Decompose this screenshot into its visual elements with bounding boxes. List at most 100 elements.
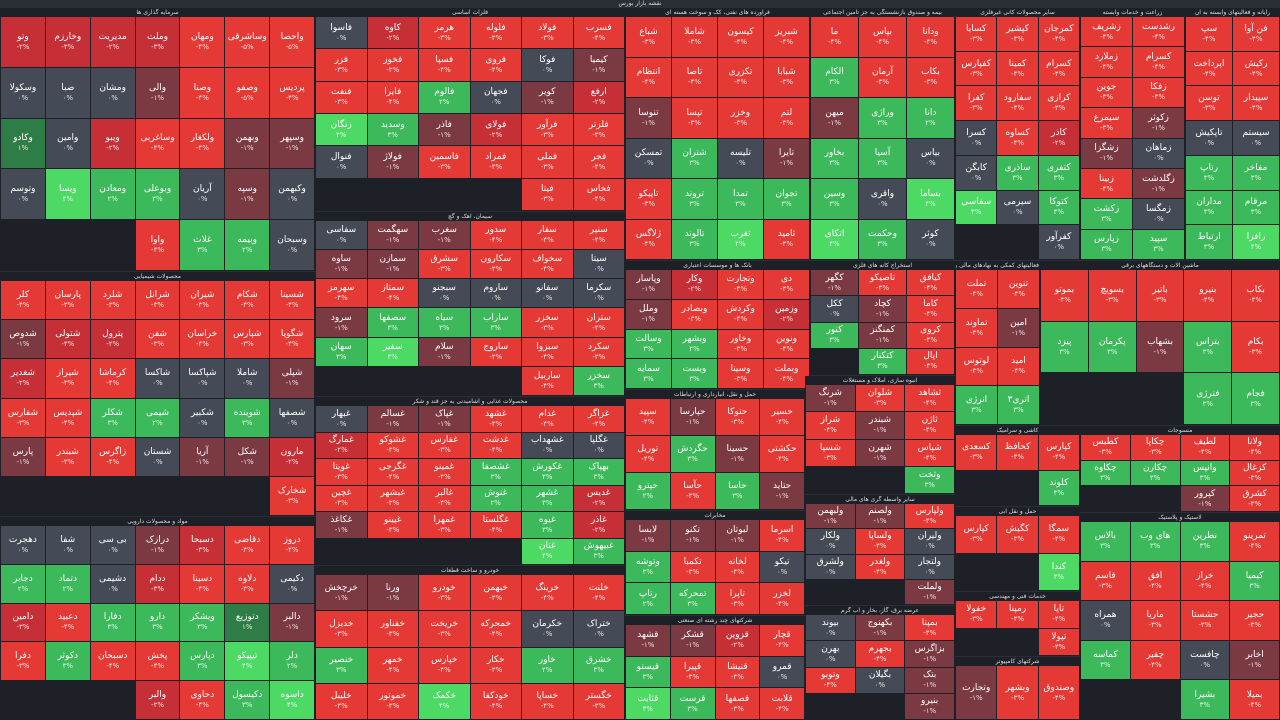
stock-tile: خفولا -۳%	[956, 601, 997, 628]
stock-change: ۲%	[152, 418, 163, 427]
stock-tile: وانپس ۳%	[1180, 460, 1230, 486]
stock-change: ۳%	[62, 662, 73, 671]
stock-name: غشصفا	[481, 461, 510, 472]
stock-name: زفکا	[1150, 82, 1167, 93]
stock-tile: غپینو -۳%	[367, 512, 418, 538]
stock-change: -۱%	[642, 315, 655, 324]
stock-tile: دحاوی -۴%	[180, 681, 225, 719]
stock-change: -۴%	[1052, 615, 1066, 624]
stock-name: بکاب	[1246, 285, 1265, 296]
stock-tile: دارو ۳%	[135, 603, 180, 642]
stock-name: سیمرغ	[1093, 112, 1120, 123]
stock-change: -۳%	[540, 195, 554, 204]
stock-change: ۱%	[17, 144, 29, 153]
stock-change: ۳%	[490, 472, 501, 481]
stock-name: حسینا	[726, 444, 749, 454]
stock-name: بیاس	[921, 148, 940, 159]
stock-change: ۳%	[593, 552, 604, 561]
stock-name: بشهاب	[1147, 336, 1173, 347]
stock-name: لبوتان	[726, 525, 749, 536]
stock-name: بشیرا	[1194, 689, 1216, 700]
stock-change: -۱%	[641, 641, 655, 650]
stock-change: ۲%	[642, 599, 654, 608]
stock-tile: بیوند ۰%	[806, 615, 855, 641]
stock-tile: ولیران ۰%	[905, 529, 954, 554]
stock-name: شکام	[236, 290, 258, 301]
stock-change: ۳%	[689, 159, 700, 168]
stock-change: -۳%	[970, 367, 983, 376]
stock-tile: تیکو ۰%	[760, 551, 804, 583]
stock-change: -۴%	[734, 285, 747, 294]
stock-name: رشدست	[1142, 21, 1175, 32]
stock-name: خریخت	[430, 618, 459, 629]
stock-tile: دالبر -۱%	[270, 603, 314, 642]
stock-name: غپینو	[384, 514, 402, 525]
stock-tile: غنوش ۲%	[470, 485, 521, 511]
stock-name: خودکفا	[482, 691, 509, 702]
stock-change: -۳%	[151, 42, 164, 51]
stock-tile: سفاسی ۴%	[956, 190, 997, 225]
stock-name: دهجرت	[8, 534, 37, 545]
stock-name: سمازن	[379, 254, 406, 265]
stock-tile: خساپا -۴%	[522, 683, 573, 719]
stock-name: اپال	[923, 351, 938, 362]
stock-change: ۴%	[542, 552, 553, 561]
stock-tile: وصفو -۵%	[225, 67, 270, 118]
stock-tile: کوثر ۰%	[907, 219, 954, 259]
stock-name: حجیر	[1245, 610, 1265, 621]
stock-tile: وخارزم -۳%	[45, 17, 90, 67]
sector: استخراج کانه های فلزی کیافق -۴% تاصیکو -۳% کگ…	[810, 261, 955, 375]
stock-tile: غکورش ۳%	[522, 459, 573, 485]
stock-change: ۳%	[829, 159, 840, 168]
stock-name: دکیسول	[232, 690, 263, 701]
stock-change: -۳%	[540, 162, 554, 171]
stock-name: غچین	[331, 488, 352, 499]
stock-name: کفرا	[968, 93, 985, 104]
stock-tile: فجر -۴%	[573, 146, 624, 178]
stock-name: جوین	[1096, 82, 1117, 93]
sector-title: بانک ها و موسسات اعتباری	[683, 262, 752, 269]
stock-name: سرود	[330, 312, 352, 323]
stock-tile: ولکغار -۴%	[180, 118, 225, 169]
stock-tile: پارس -۱%	[1, 437, 45, 476]
stock-tile: ژلاگس -۴%	[626, 219, 671, 259]
stock-change: ۳%	[197, 246, 208, 255]
stock-tile: خنصیر ۳%	[316, 647, 367, 683]
stock-change: -۳%	[334, 499, 348, 508]
stock-change: -۱%	[437, 352, 451, 361]
stock-change: ۰%	[593, 294, 604, 303]
stock-change: -۲%	[106, 144, 120, 153]
stock-change: -۴%	[923, 628, 937, 637]
stock-change: -۱%	[823, 517, 837, 526]
stock-name: سفار	[537, 225, 557, 236]
stock-tile: دانا ۲%	[907, 98, 954, 138]
stock-name: غفارس	[430, 435, 458, 446]
stock-tile: ویشکر ۳%	[180, 603, 225, 642]
stock-tile: سلام -۱%	[419, 337, 470, 366]
stock-change: -۴%	[1052, 693, 1066, 702]
sector: بانک ها و موسسات اعتباری دی -۴% وتجارت -۴% وک…	[625, 261, 810, 389]
stock-tile: سفیر ۴%	[367, 337, 418, 366]
sector-tiles: فن آوا -۴% سپ -۴% رکیش -۴% اپرداخت -۴% سپیدار -۴%…	[1186, 17, 1279, 259]
sector: لاستیک و پلاستیک تمرینو -۴% نطرین ۳% های وب ۳%…	[1080, 513, 1280, 720]
stock-name: فنوال	[330, 151, 352, 162]
stock-change: -۴%	[873, 567, 887, 576]
stock-change: -۳%	[969, 34, 983, 43]
stock-name: کیسون	[727, 26, 754, 37]
stock-name: ساربیل	[533, 370, 561, 381]
stock-tile: وتوسم ۰%	[1, 169, 45, 220]
stock-tile: شغدیر -۲%	[1, 359, 45, 398]
stock-change: -۵%	[240, 42, 254, 51]
stock-name: سیرمی	[1003, 197, 1032, 208]
stock-change: -۴%	[489, 525, 503, 534]
stock-tile: غزاگر -۴%	[573, 406, 624, 432]
stock-name: کاما	[923, 298, 938, 309]
stock-tile: دپارس ۳%	[180, 642, 225, 681]
stock-tile: فوکا ۰%	[522, 49, 573, 81]
stock-tile: وخاور -۳%	[718, 329, 763, 359]
stock-tile: آریان ۰%	[180, 169, 225, 220]
stock-tile: قشکر -۱%	[670, 625, 715, 656]
stock-change: ۰%	[542, 65, 553, 74]
stock-name: لخزر	[773, 588, 792, 599]
stock-change: -۱%	[686, 536, 700, 545]
